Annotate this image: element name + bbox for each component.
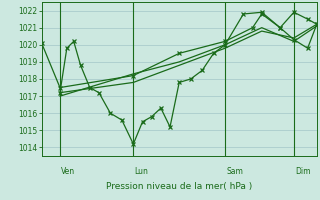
Text: Pression niveau de la mer( hPa ): Pression niveau de la mer( hPa ) [106, 182, 252, 191]
Text: Ven: Ven [61, 167, 75, 176]
Text: Sam: Sam [226, 167, 243, 176]
Text: Dim: Dim [295, 167, 310, 176]
Text: Lun: Lun [134, 167, 148, 176]
